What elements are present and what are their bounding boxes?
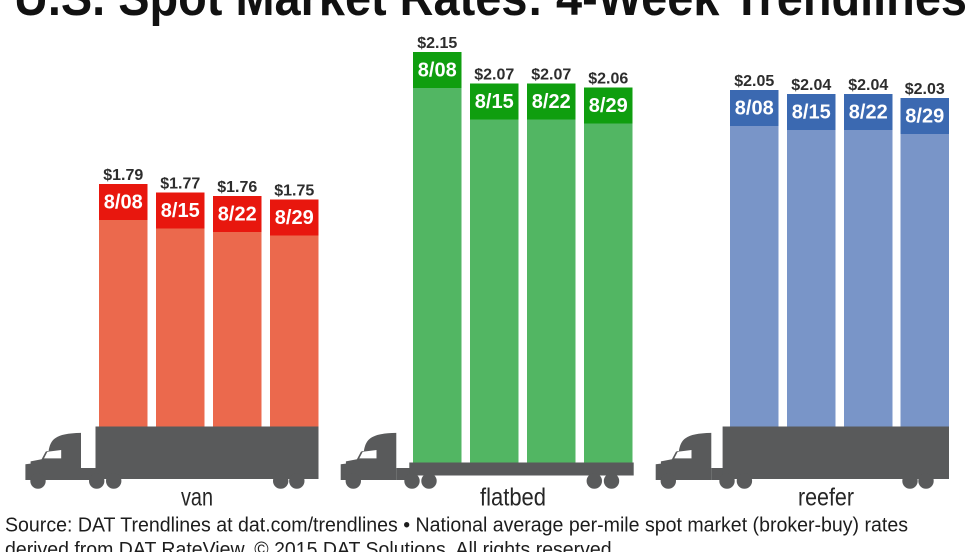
svg-text:8/22: 8/22 bbox=[849, 102, 888, 124]
svg-text:8/15: 8/15 bbox=[792, 102, 831, 124]
svg-text:reefer: reefer bbox=[798, 484, 854, 512]
svg-text:derived from DAT RateView. © 2: derived from DAT RateView. © 2015 DAT So… bbox=[5, 538, 617, 552]
svg-text:van: van bbox=[181, 484, 213, 512]
svg-text:8/22: 8/22 bbox=[532, 91, 571, 113]
svg-text:8/15: 8/15 bbox=[161, 200, 200, 222]
svg-text:$2.05: $2.05 bbox=[734, 73, 774, 90]
svg-text:flatbed: flatbed bbox=[480, 484, 546, 512]
svg-text:8/08: 8/08 bbox=[735, 98, 774, 120]
svg-text:$1.77: $1.77 bbox=[160, 176, 200, 193]
svg-text:8/08: 8/08 bbox=[104, 192, 143, 214]
svg-text:Source: DAT Trendlines at dat.: Source: DAT Trendlines at dat.com/trendl… bbox=[5, 514, 908, 537]
svg-text:8/08: 8/08 bbox=[418, 60, 457, 82]
svg-text:8/29: 8/29 bbox=[589, 95, 628, 117]
svg-text:$1.75: $1.75 bbox=[274, 183, 314, 200]
svg-text:8/29: 8/29 bbox=[905, 106, 944, 128]
svg-text:$2.07: $2.07 bbox=[531, 67, 571, 84]
svg-text:$1.76: $1.76 bbox=[217, 179, 257, 196]
svg-text:$2.04: $2.04 bbox=[848, 77, 888, 94]
svg-text:$2.06: $2.06 bbox=[588, 71, 628, 88]
svg-text:$2.07: $2.07 bbox=[474, 67, 514, 84]
svg-text:8/22: 8/22 bbox=[218, 204, 257, 226]
svg-text:$2.03: $2.03 bbox=[905, 81, 945, 98]
svg-text:8/15: 8/15 bbox=[475, 91, 514, 113]
svg-text:$2.15: $2.15 bbox=[417, 35, 457, 52]
svg-text:8/29: 8/29 bbox=[275, 207, 314, 229]
svg-text:$2.04: $2.04 bbox=[791, 77, 831, 94]
svg-text:$1.79: $1.79 bbox=[103, 167, 143, 184]
svg-text:U.S. Spot Market Rates: 4-Week: U.S. Spot Market Rates: 4-Week Trendline… bbox=[14, 0, 967, 27]
